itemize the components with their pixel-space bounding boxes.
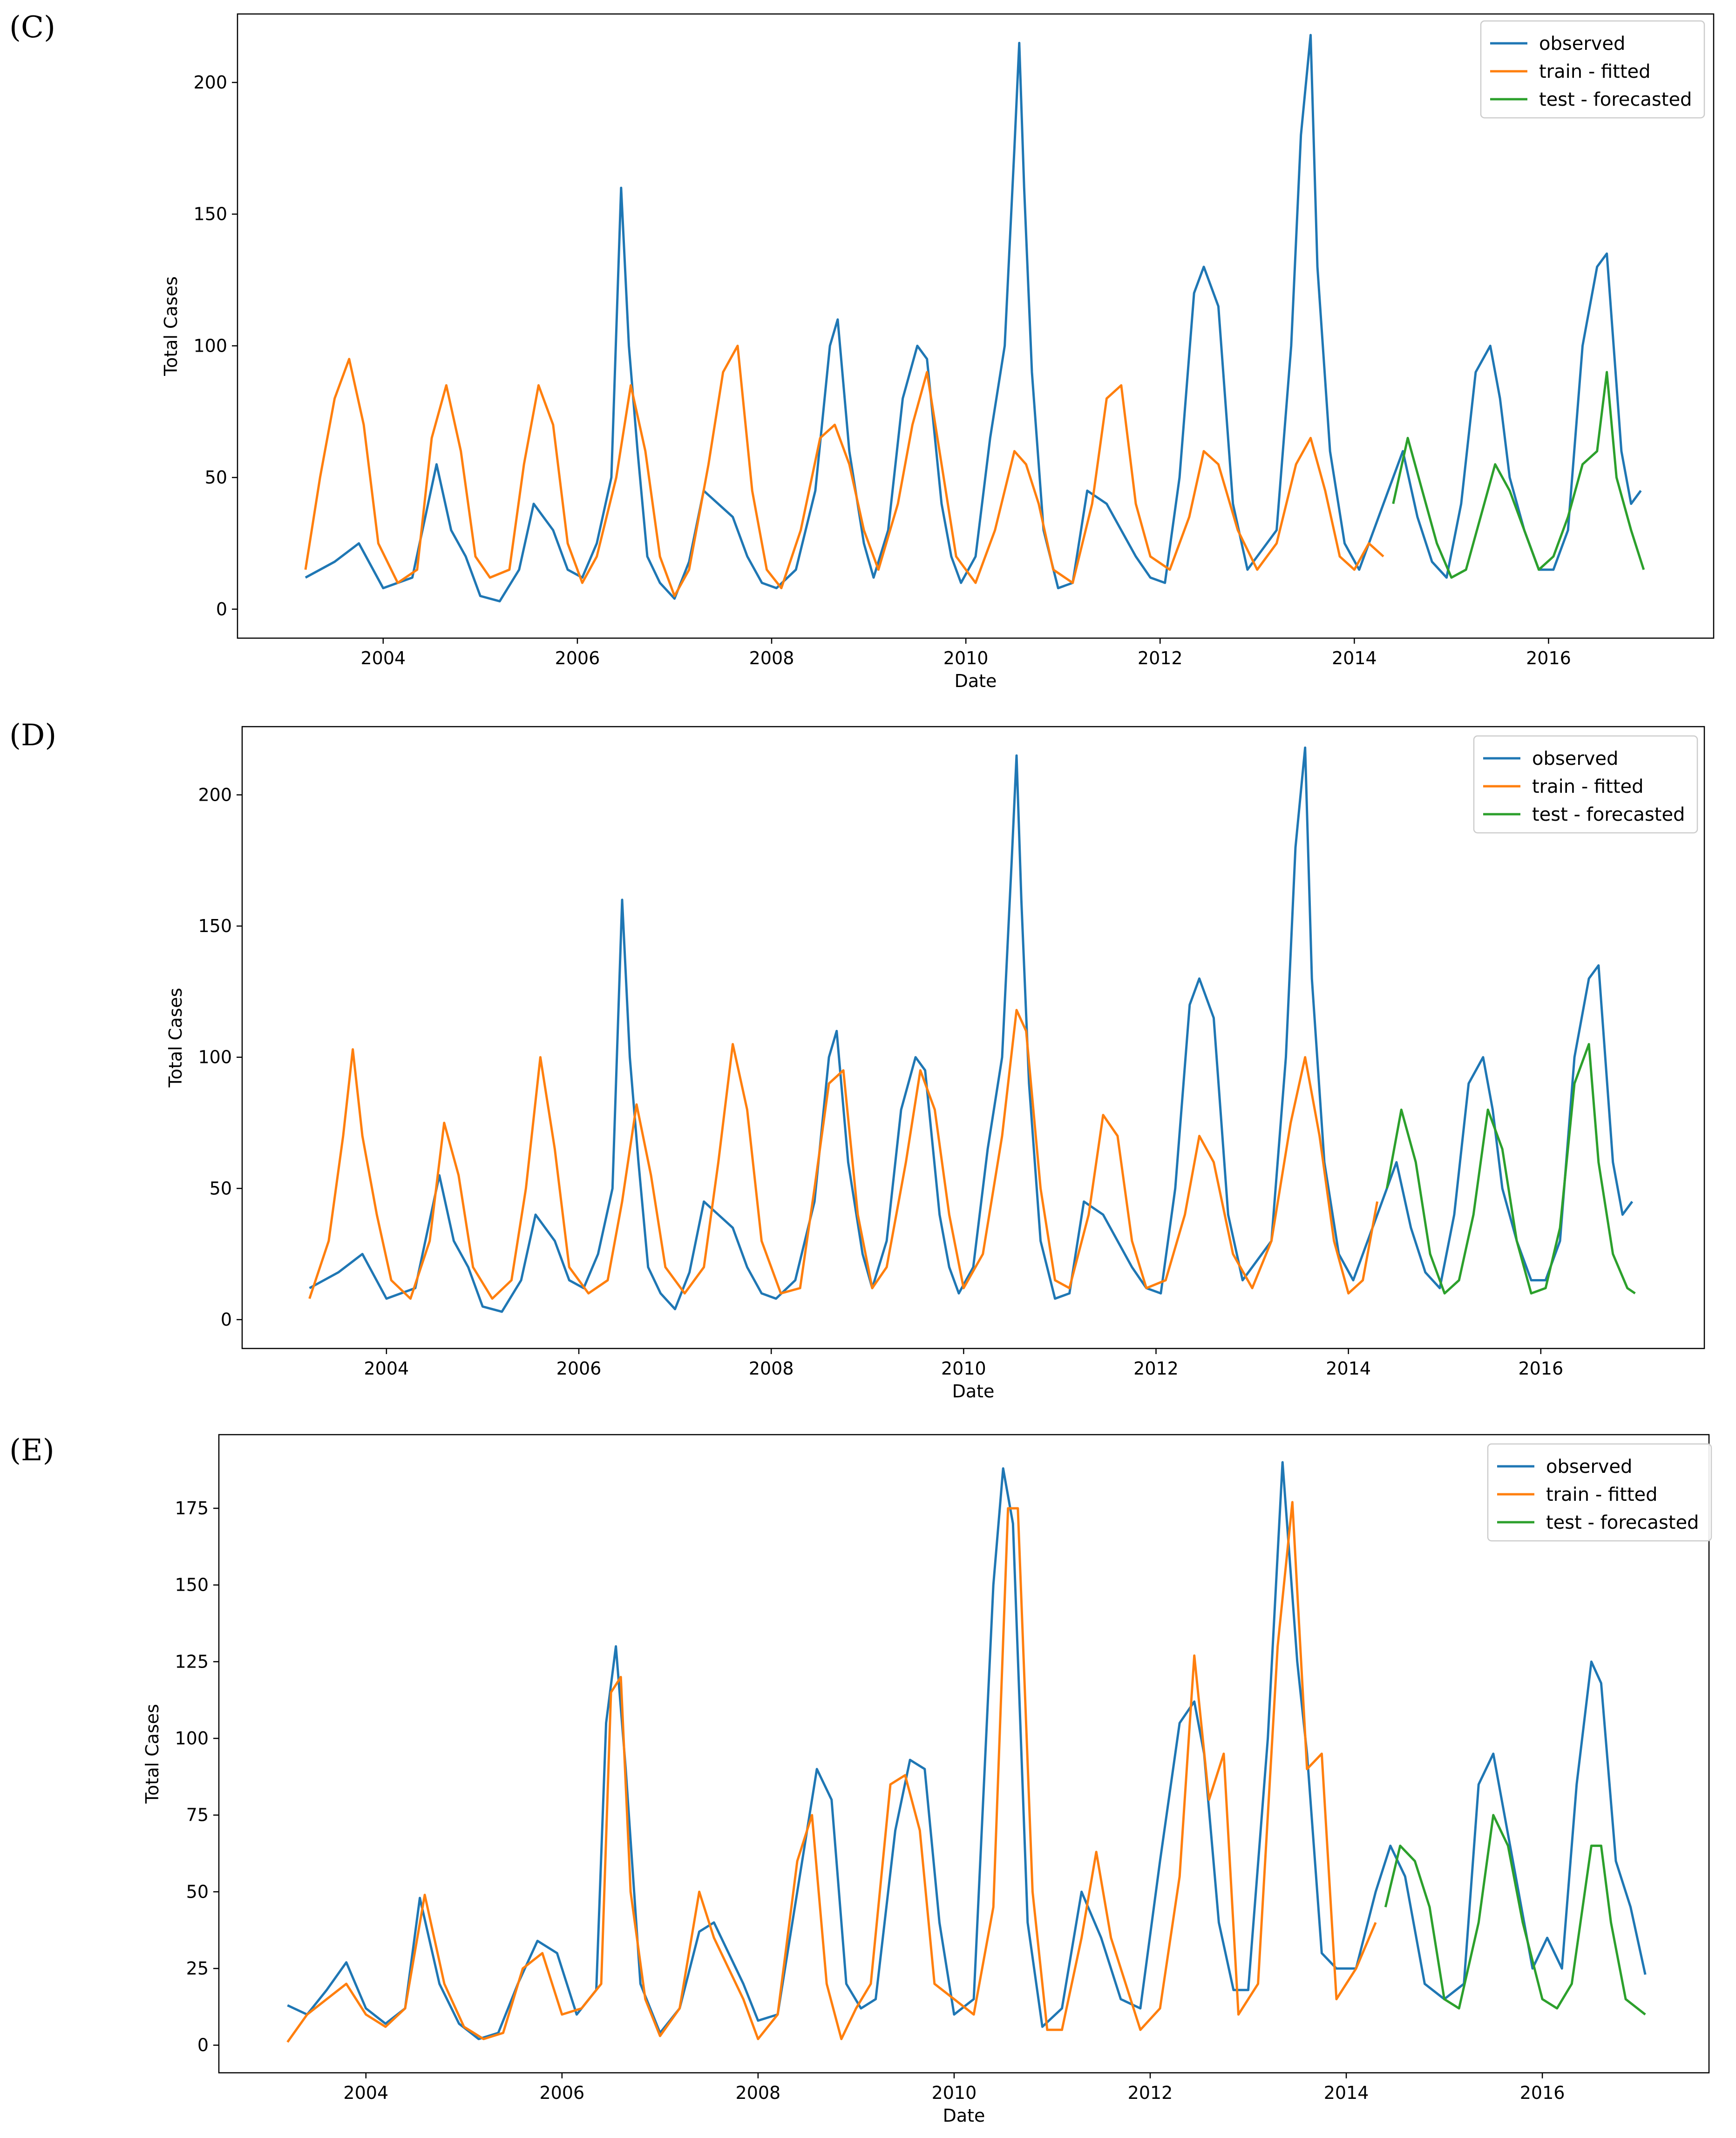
legend-label-observed: observed (1539, 33, 1625, 54)
legend-label-fitted: train - fitted (1539, 61, 1651, 82)
series-line-observed (309, 746, 1634, 1313)
series-line-forecast (1392, 371, 1645, 579)
x-tick-label: 2008 (749, 648, 794, 668)
x-tick-label: 2004 (343, 2083, 388, 2103)
y-tick-label: 0 (221, 1309, 232, 1330)
x-tick-label: 2008 (736, 2083, 781, 2103)
y-tick-label: 125 (175, 1651, 209, 1672)
y-tick-label: 200 (198, 784, 232, 805)
series-line-forecast (1384, 1814, 1646, 2015)
legend-box (1473, 735, 1698, 834)
y-tick-label: 200 (193, 72, 227, 93)
legend-box (1487, 1443, 1712, 1542)
series-line-forecast (1385, 1043, 1636, 1295)
x-tick-label: 2016 (1520, 2083, 1565, 2103)
x-tick-label: 2010 (932, 2083, 977, 2103)
x-tick-label: 2008 (749, 1358, 794, 1379)
x-tick-label: 2010 (941, 1358, 986, 1379)
y-tick-label: 25 (186, 1958, 209, 1979)
legend: observed train - fitted test - forecasted (1487, 1443, 1712, 1542)
x-tick-label: 2006 (556, 1358, 602, 1379)
y-axis-label: Total Cases (161, 276, 181, 376)
y-tick-label: 100 (198, 1047, 232, 1068)
chart-panel: (E) 2004 2006 2008 2010 2012 2014 2016 0 25 50 75 10… (9, 1433, 1712, 2126)
chart-panel: (D) 2004 2006 2008 2010 2012 2014 2016 0 50 100 150… (9, 718, 1705, 1402)
series-line-observed (305, 34, 1642, 603)
legend-label-forecast: test - forecasted (1539, 89, 1692, 110)
legend-label-fitted: train - fitted (1532, 776, 1644, 797)
y-tick-label: 75 (186, 1805, 209, 1825)
x-tick-label: 2004 (360, 648, 406, 668)
y-axis-label: Total Cases (165, 988, 186, 1088)
legend: observed train - fitted test - forecasted (1480, 20, 1705, 119)
y-tick-label: 50 (205, 467, 227, 488)
plot-area (218, 1434, 1710, 2074)
legend-label-forecast: test - forecasted (1546, 1512, 1699, 1533)
y-tick-label: 100 (175, 1728, 209, 1749)
y-tick-label: 175 (175, 1498, 209, 1518)
x-tick-label: 2014 (1332, 648, 1377, 668)
plot-area (241, 726, 1705, 1349)
x-tick-label: 2006 (555, 648, 600, 668)
y-axis-label: Total Cases (142, 1704, 163, 1804)
y-tick-label: 150 (198, 916, 232, 936)
legend-label-fitted: train - fitted (1546, 1484, 1658, 1505)
legend-label-observed: observed (1532, 748, 1618, 769)
plot-area (237, 13, 1715, 639)
x-tick-label: 2010 (943, 648, 989, 668)
x-tick-label: 2012 (1128, 2083, 1173, 2103)
x-tick-label: 2014 (1324, 2083, 1369, 2103)
panel-label: (D) (9, 718, 56, 753)
x-tick-label: 2006 (539, 2083, 584, 2103)
y-tick-label: 0 (216, 599, 227, 620)
y-tick-label: 0 (197, 2035, 209, 2056)
x-tick-label: 2016 (1526, 648, 1571, 668)
x-axis-label: Date (952, 1381, 995, 1402)
x-tick-label: 2004 (364, 1358, 409, 1379)
y-tick-label: 100 (193, 335, 227, 356)
x-axis-label: Date (955, 671, 997, 691)
legend: observed train - fitted test - forecasted (1473, 735, 1698, 834)
x-tick-label: 2012 (1138, 648, 1183, 668)
x-tick-label: 2014 (1326, 1358, 1371, 1379)
legend-box (1480, 20, 1705, 119)
panel-label: (E) (9, 1433, 54, 1468)
panel-label: (C) (9, 10, 55, 45)
x-axis-label: Date (943, 2105, 985, 2126)
series-line-fitted (308, 1008, 1379, 1300)
series-line-fitted (286, 1501, 1377, 2043)
series-line-observed (287, 1461, 1647, 2040)
series-line-fitted (304, 344, 1384, 597)
y-tick-label: 50 (186, 1881, 209, 1902)
x-tick-label: 2012 (1133, 1358, 1179, 1379)
legend-label-observed: observed (1546, 1456, 1632, 1478)
y-tick-label: 150 (175, 1575, 209, 1595)
legend-label-forecast: test - forecasted (1532, 804, 1685, 825)
x-tick-label: 2016 (1518, 1358, 1563, 1379)
chart-panel: (C) 2004 2006 2008 2010 2012 2014 2016 0 50 100 150… (9, 10, 1715, 691)
y-tick-label: 50 (210, 1178, 232, 1198)
y-tick-label: 150 (193, 204, 227, 225)
